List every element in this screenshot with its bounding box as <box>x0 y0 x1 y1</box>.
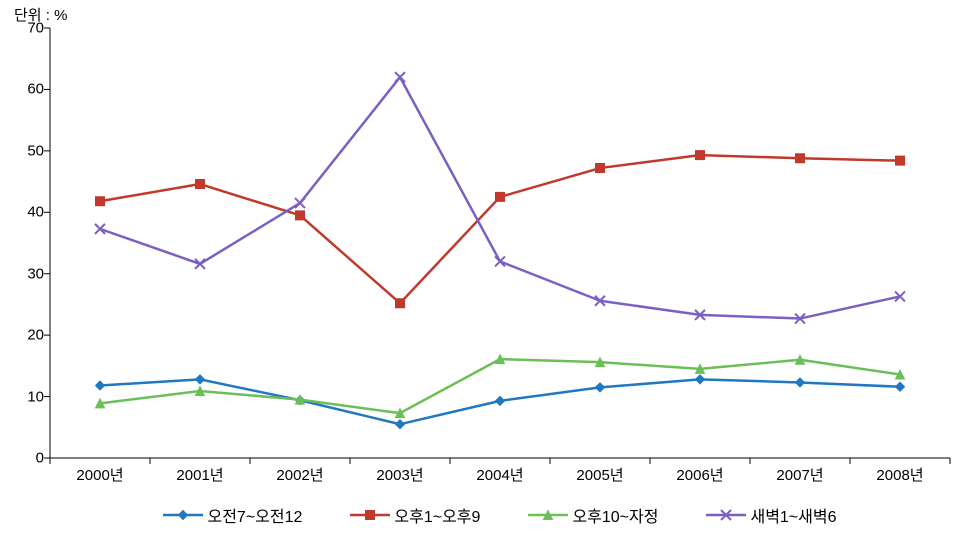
x-tick-label: 2000년 <box>76 458 123 485</box>
chart-container: 단위 : % 0102030405060702000년2001년2002년200… <box>0 0 971 549</box>
legend-swatch <box>706 507 746 523</box>
series-marker <box>596 383 605 392</box>
x-tick-label: 2003년 <box>376 458 423 485</box>
series-marker <box>696 151 705 160</box>
x-tick-label: 2004년 <box>476 458 523 485</box>
series-marker <box>395 72 405 82</box>
legend: 오전7~오전12 오후1~오후9 오후10~자정 새벽1~새벽6 <box>50 490 950 540</box>
legend-label: 오후1~오후9 <box>394 503 480 527</box>
series-marker <box>96 197 105 206</box>
y-tick-label: 60 <box>4 81 50 98</box>
series-marker <box>896 156 905 165</box>
series-marker <box>796 154 805 163</box>
x-tick-label: 2005년 <box>576 458 623 485</box>
legend-item: 새벽1~새벽6 <box>706 503 836 527</box>
series-marker <box>896 382 905 391</box>
legend-swatch <box>528 507 568 523</box>
series-marker <box>596 164 605 173</box>
legend-label: 새벽1~새벽6 <box>750 503 836 527</box>
legend-swatch <box>163 507 203 523</box>
x-tick-label: 2007년 <box>776 458 823 485</box>
series-marker <box>696 375 705 384</box>
series-marker <box>796 378 805 387</box>
series-marker <box>496 192 505 201</box>
series-marker <box>96 381 105 390</box>
y-tick-label: 30 <box>4 265 50 282</box>
y-tick-label: 10 <box>4 388 50 405</box>
series-marker <box>396 299 405 308</box>
series-marker <box>295 198 305 208</box>
legend-label: 오전7~오전12 <box>207 503 302 527</box>
series-marker <box>495 256 505 266</box>
series-marker <box>396 420 405 429</box>
legend-item: 오후1~오후9 <box>350 503 480 527</box>
series-marker <box>496 396 505 405</box>
x-tick-label: 2001년 <box>176 458 223 485</box>
x-tick-label: 2008년 <box>876 458 923 485</box>
y-tick-label: 70 <box>4 20 50 37</box>
y-tick-label: 20 <box>4 327 50 344</box>
x-tick-label: 2002년 <box>276 458 323 485</box>
plot-area: 0102030405060702000년2001년2002년2003년2004년… <box>50 28 950 458</box>
series-marker <box>196 375 205 384</box>
y-tick-label: 40 <box>4 204 50 221</box>
legend-label: 오후10~자정 <box>572 503 658 527</box>
series-marker <box>196 180 205 189</box>
series-marker <box>296 211 305 220</box>
legend-item: 오전7~오전12 <box>163 503 302 527</box>
y-tick-label: 50 <box>4 142 50 159</box>
legend-swatch <box>350 507 390 523</box>
legend-item: 오후10~자정 <box>528 503 658 527</box>
y-tick-label: 0 <box>4 450 50 467</box>
series-line <box>100 155 900 303</box>
x-tick-label: 2006년 <box>676 458 723 485</box>
